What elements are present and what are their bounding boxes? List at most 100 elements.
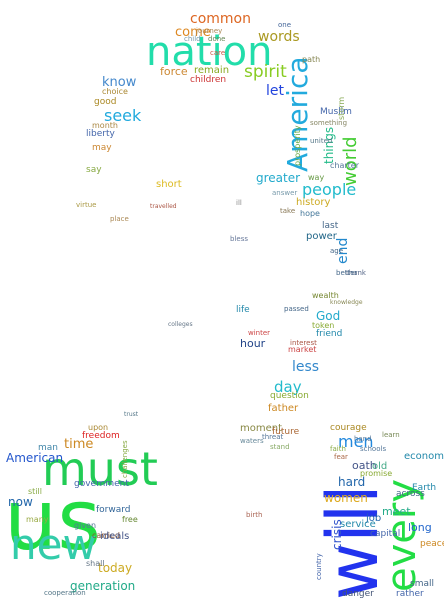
word: come <box>175 25 211 40</box>
word: new <box>10 520 97 569</box>
word: hard <box>338 475 366 489</box>
word: may <box>92 143 112 153</box>
word: storm <box>337 96 346 120</box>
word: remain <box>194 65 230 76</box>
word: common <box>190 11 251 27</box>
word: given <box>74 521 97 530</box>
word: life <box>236 305 250 315</box>
word: winter <box>248 329 271 337</box>
word: schools <box>360 445 387 453</box>
word: faith <box>330 445 346 453</box>
word: say <box>86 165 102 175</box>
word: father <box>268 403 299 414</box>
word: liberty <box>86 129 115 139</box>
word: promise <box>360 469 393 478</box>
word: women <box>324 491 368 505</box>
word: way <box>308 173 325 182</box>
word: American <box>6 451 64 465</box>
word: child <box>184 35 201 43</box>
word: journey <box>196 27 223 35</box>
word: freedom <box>82 431 120 441</box>
word: threat <box>262 433 284 441</box>
word: job <box>366 513 382 524</box>
word: peace <box>420 539 444 549</box>
word: hope <box>300 209 320 218</box>
word: capital <box>370 529 401 539</box>
word: passed <box>284 305 309 313</box>
word: day <box>274 378 302 396</box>
word: old <box>372 461 388 472</box>
word: oath <box>352 459 377 472</box>
word: less <box>292 359 320 375</box>
word: thank <box>346 269 366 277</box>
word: hand <box>354 435 372 443</box>
word: people <box>302 180 357 199</box>
word: nation <box>146 29 273 75</box>
word: small <box>410 579 434 589</box>
word: wealth <box>312 291 339 300</box>
word: man <box>38 443 58 453</box>
word: ill <box>236 199 242 207</box>
word: travelled <box>150 203 177 210</box>
word: colleges <box>168 321 193 328</box>
word: virtue <box>76 201 97 209</box>
word: fear <box>334 453 348 461</box>
word: forward <box>96 505 131 515</box>
word: take <box>280 207 296 215</box>
word: moment <box>240 423 283 434</box>
word: free <box>122 515 138 524</box>
word: learn <box>382 431 400 439</box>
word: things <box>322 126 336 164</box>
word: month <box>92 121 118 130</box>
word: knowledge <box>330 299 363 306</box>
word: history <box>296 197 331 208</box>
word: seek <box>104 106 142 125</box>
word: place <box>110 215 129 223</box>
word: God <box>316 309 341 323</box>
word: question <box>270 391 309 401</box>
word: birth <box>246 511 263 519</box>
word: greater <box>256 171 301 185</box>
word: men <box>338 432 374 451</box>
word: us <box>4 471 102 569</box>
word: something <box>310 119 348 127</box>
word: service <box>340 519 376 530</box>
word: ideals <box>100 531 130 542</box>
word: market <box>288 345 317 354</box>
word: last <box>322 221 339 231</box>
word: government <box>74 479 129 489</box>
word: hour <box>240 337 266 350</box>
word: stand <box>270 443 290 451</box>
word: danger <box>342 589 374 599</box>
word: waters <box>240 437 264 445</box>
word: today <box>98 561 133 575</box>
word: choice <box>102 87 128 96</box>
word: interest <box>290 339 317 347</box>
word: time <box>64 437 94 452</box>
word: prosperity <box>293 125 302 166</box>
word: future <box>272 427 300 437</box>
word: answer <box>272 189 298 197</box>
word: courage <box>330 423 367 433</box>
word: age <box>330 247 344 255</box>
word: united <box>310 137 333 145</box>
word: still <box>28 487 42 496</box>
word: one <box>278 21 292 29</box>
word: children <box>190 75 227 85</box>
word: upon <box>88 423 109 432</box>
word: trust <box>124 411 139 418</box>
word: Muslim <box>320 107 352 117</box>
word: token <box>312 321 335 330</box>
word: shall <box>86 559 105 568</box>
word: bless <box>230 235 248 243</box>
word: force <box>160 65 188 78</box>
word: know <box>102 75 137 90</box>
word: words <box>258 29 300 45</box>
word: spirit <box>244 62 287 82</box>
word: Earth <box>412 483 437 493</box>
word: let <box>266 83 284 99</box>
word: many <box>26 515 49 524</box>
word: carried <box>92 531 120 540</box>
word: cooperation <box>44 589 86 597</box>
